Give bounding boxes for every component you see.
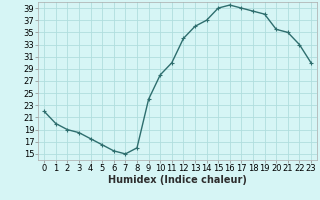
X-axis label: Humidex (Indice chaleur): Humidex (Indice chaleur) [108, 175, 247, 185]
